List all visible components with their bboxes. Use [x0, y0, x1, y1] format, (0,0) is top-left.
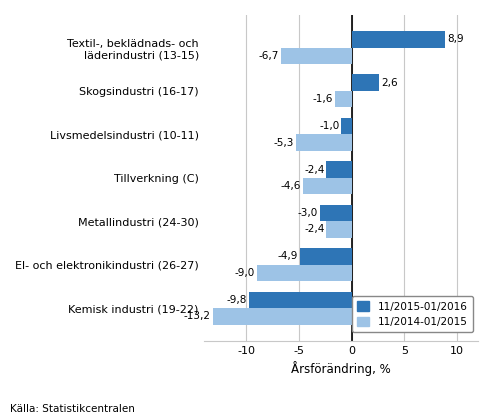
- Bar: [281, 47, 352, 64]
- Text: -3,0: -3,0: [298, 208, 318, 218]
- Text: -13,2: -13,2: [184, 311, 211, 321]
- Text: Källa: Statistikcentralen: Källa: Statistikcentralen: [10, 404, 135, 414]
- Text: 8,9: 8,9: [447, 34, 464, 45]
- Bar: [335, 91, 352, 107]
- Bar: [300, 248, 352, 265]
- Bar: [320, 205, 352, 221]
- Text: -9,0: -9,0: [235, 268, 255, 278]
- Text: -1,6: -1,6: [313, 94, 333, 104]
- Text: -6,7: -6,7: [259, 51, 279, 61]
- Text: -2,4: -2,4: [304, 165, 324, 175]
- Text: -2,4: -2,4: [304, 225, 324, 235]
- Text: -4,6: -4,6: [281, 181, 301, 191]
- Bar: [296, 134, 352, 151]
- Text: 2,6: 2,6: [381, 78, 397, 88]
- Text: -9,8: -9,8: [226, 295, 246, 305]
- Bar: [326, 221, 352, 238]
- X-axis label: Årsförändring, %: Årsförändring, %: [291, 361, 391, 376]
- Legend: 11/2015-01/2016, 11/2014-01/2015: 11/2015-01/2016, 11/2014-01/2015: [352, 296, 473, 332]
- Bar: [341, 118, 352, 134]
- Bar: [248, 292, 352, 308]
- Bar: [212, 308, 352, 324]
- Text: -4,9: -4,9: [278, 251, 298, 261]
- Text: -5,3: -5,3: [274, 138, 294, 148]
- Text: -1,0: -1,0: [319, 121, 339, 131]
- Bar: [257, 265, 352, 281]
- Bar: [352, 31, 445, 47]
- Bar: [352, 74, 379, 91]
- Bar: [303, 178, 352, 194]
- Bar: [326, 161, 352, 178]
